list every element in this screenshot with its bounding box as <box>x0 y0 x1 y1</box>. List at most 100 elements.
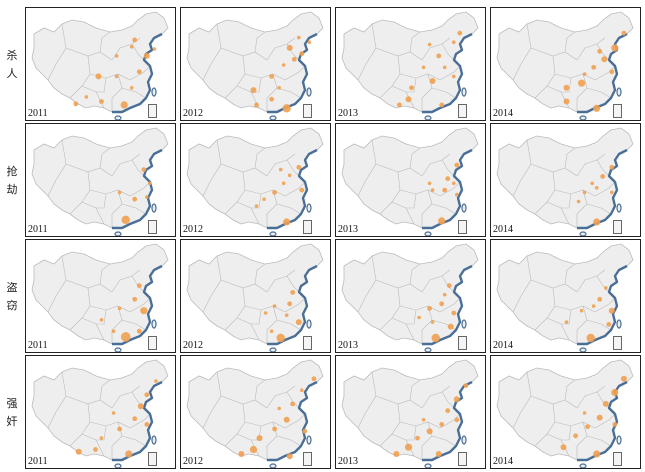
crime-point <box>453 396 460 403</box>
crime-point <box>140 307 148 315</box>
province-boundary <box>512 139 532 197</box>
taiwan-island <box>151 319 157 329</box>
taiwan-island <box>616 435 622 445</box>
province-boundary <box>276 435 302 447</box>
province-boundary <box>534 287 556 331</box>
province-boundary <box>512 255 532 313</box>
province-boundary <box>357 23 377 81</box>
crime-point <box>436 53 442 59</box>
taiwan-island <box>306 87 312 97</box>
province-boundary <box>254 147 266 169</box>
province-boundary <box>89 189 131 197</box>
province-boundary <box>99 147 111 169</box>
province-boundary <box>65 47 113 61</box>
crime-point <box>117 306 122 311</box>
crime-point <box>263 311 268 315</box>
row-label-char: 强 <box>6 398 18 410</box>
crime-point <box>594 186 599 190</box>
crime-point <box>132 416 138 422</box>
crime-point <box>610 190 614 195</box>
province-boundary <box>111 73 123 112</box>
province-boundary <box>594 297 616 313</box>
crime-point <box>111 411 116 415</box>
crime-point <box>299 187 305 193</box>
year-label: 2012 <box>183 340 203 351</box>
crime-point <box>431 333 440 343</box>
row-label-char: 奸 <box>6 416 18 428</box>
year-label: 2014 <box>493 456 513 467</box>
province-boundary <box>421 153 451 177</box>
crime-point <box>272 426 277 432</box>
crime-point <box>254 204 259 208</box>
south-china-sea-inset <box>613 220 622 234</box>
province-boundary <box>421 37 451 61</box>
province-boundary <box>251 193 262 209</box>
crime-point <box>586 333 595 343</box>
crime-point <box>591 304 596 308</box>
province-boundary <box>512 371 532 429</box>
crime-point <box>560 444 567 451</box>
crime-point <box>445 408 451 414</box>
year-label: 2013 <box>338 340 358 351</box>
province-boundary <box>111 269 141 293</box>
row-label-char: 人 <box>6 68 18 80</box>
crime-point <box>593 104 601 112</box>
coastline <box>422 380 473 462</box>
south-china-sea-inset <box>458 336 467 350</box>
crime-point <box>429 78 436 84</box>
map-panel: 2013 <box>335 355 486 469</box>
province-boundary <box>399 189 441 197</box>
map-panel: 2012 <box>180 355 331 469</box>
province-boundary <box>399 305 441 313</box>
map-panel: 2013 <box>335 123 486 237</box>
province-boundary <box>576 73 588 112</box>
crime-point <box>397 102 402 108</box>
crime-point <box>438 217 446 225</box>
crime-point <box>445 176 451 182</box>
crime-point <box>435 451 442 457</box>
province-boundary <box>554 305 596 313</box>
crime-point <box>427 181 432 186</box>
taiwan-island <box>616 87 622 97</box>
year-label: 2014 <box>493 224 513 235</box>
province-boundary <box>276 87 302 99</box>
crime-point <box>129 45 134 49</box>
crime-point <box>283 416 290 423</box>
province-boundary <box>47 371 67 429</box>
china-map <box>496 359 634 468</box>
province-boundary <box>379 287 401 331</box>
province-boundary <box>357 371 377 429</box>
crime-point <box>114 74 119 79</box>
hainan-island <box>114 463 122 468</box>
taiwan-island <box>616 319 622 329</box>
crime-point <box>120 332 131 342</box>
province-boundary <box>379 171 401 215</box>
province-boundary <box>439 65 461 81</box>
province-boundary <box>65 395 113 409</box>
south-china-sea-inset <box>613 336 622 350</box>
crime-point <box>576 199 581 204</box>
province-boundary <box>47 255 67 313</box>
crime-point <box>573 433 578 439</box>
crime-point <box>283 218 291 226</box>
china-map <box>31 243 169 352</box>
province-boundary <box>99 263 111 285</box>
china-map <box>341 243 479 352</box>
crime-point <box>99 99 104 104</box>
province-boundary <box>406 425 417 441</box>
hainan-island <box>579 115 587 120</box>
province-boundary <box>202 139 222 197</box>
province-boundary <box>69 55 91 99</box>
year-label: 2014 <box>493 108 513 119</box>
province-boundary <box>441 391 455 409</box>
province-boundary <box>284 65 306 81</box>
province-boundary <box>409 147 421 169</box>
province-boundary <box>421 305 433 344</box>
province-boundary <box>431 435 457 447</box>
china-map <box>496 127 634 236</box>
crime-point <box>117 190 122 195</box>
crime-point <box>286 453 293 460</box>
province-boundary <box>375 47 423 61</box>
crime-point <box>73 101 79 107</box>
